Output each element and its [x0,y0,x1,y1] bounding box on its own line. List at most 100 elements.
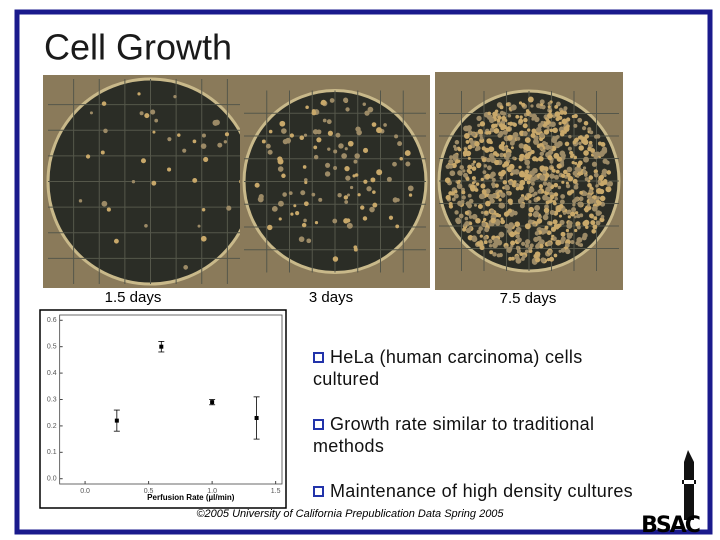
cell [333,149,338,154]
bullet: Maintenance of high density cultures [313,480,648,502]
cell [538,243,544,249]
y-tick-label: 0.2 [47,423,57,430]
cell [544,142,548,146]
cell [529,187,535,193]
cell [535,257,541,263]
cell [407,185,414,192]
cell [516,136,521,141]
cell [137,92,141,96]
cell [397,141,403,147]
cell [451,197,456,202]
cell [496,118,501,123]
cell [469,139,474,144]
cell [492,151,498,156]
cell [507,113,512,118]
cell [544,225,549,230]
cell [566,210,571,215]
cell [559,199,565,205]
cell [571,161,575,165]
cell [556,163,562,169]
cell [512,131,519,138]
cell [492,242,498,249]
cell [508,256,513,261]
bullet-box [313,486,324,497]
cell [578,196,584,202]
cell [549,128,554,133]
cell [552,219,558,225]
cell [462,169,466,173]
cell [509,231,516,238]
cell [482,170,487,175]
cell [569,232,573,237]
cell [503,146,508,151]
cell [536,235,542,241]
cell [605,160,610,165]
cell [536,196,541,201]
cell [488,239,493,244]
cell [583,207,587,211]
cell [566,117,571,122]
cell [363,147,369,153]
cell [449,170,456,177]
cell [471,181,475,185]
cell [572,178,578,184]
tower-icon [682,450,696,520]
cell [152,130,156,134]
cell [599,151,605,157]
cell [498,231,505,238]
cell [113,238,119,244]
cell [279,120,286,127]
cell [587,182,592,188]
cell [524,169,530,175]
bullet-text: Growth rate similar to traditional metho… [313,414,595,456]
cell [474,147,479,152]
cell [547,105,551,109]
cell [595,220,601,226]
cell [471,176,476,181]
cell [452,153,459,159]
cell [485,200,491,207]
cell [504,184,510,190]
cell [588,140,593,145]
cell [311,192,316,197]
cell [461,190,466,195]
cell [549,210,555,216]
cell [101,101,107,106]
cell [505,151,512,158]
cell [476,115,482,121]
cell [182,148,187,153]
cell [519,179,526,186]
cell [515,114,520,119]
cell [526,128,531,132]
cell [404,150,411,157]
cell [583,219,590,226]
cell [543,207,550,214]
cell [542,149,546,153]
cell [554,104,559,109]
cell [482,217,487,222]
cell [289,133,295,138]
cell [167,137,172,142]
cell [510,104,517,111]
point [254,415,259,420]
cell [517,259,521,263]
cell [300,190,306,196]
cell [173,94,177,99]
cell [595,151,601,157]
cell [510,256,515,261]
cell [562,211,567,215]
cell [363,179,368,184]
cell [372,202,378,208]
cell [561,232,566,237]
cell [481,157,487,162]
cell [450,191,456,196]
cell [566,172,571,178]
cell [335,132,341,138]
cell [499,202,506,209]
cell [512,156,516,160]
cell [471,132,476,137]
cell [524,223,531,230]
cell [574,228,578,233]
cell [376,169,383,176]
